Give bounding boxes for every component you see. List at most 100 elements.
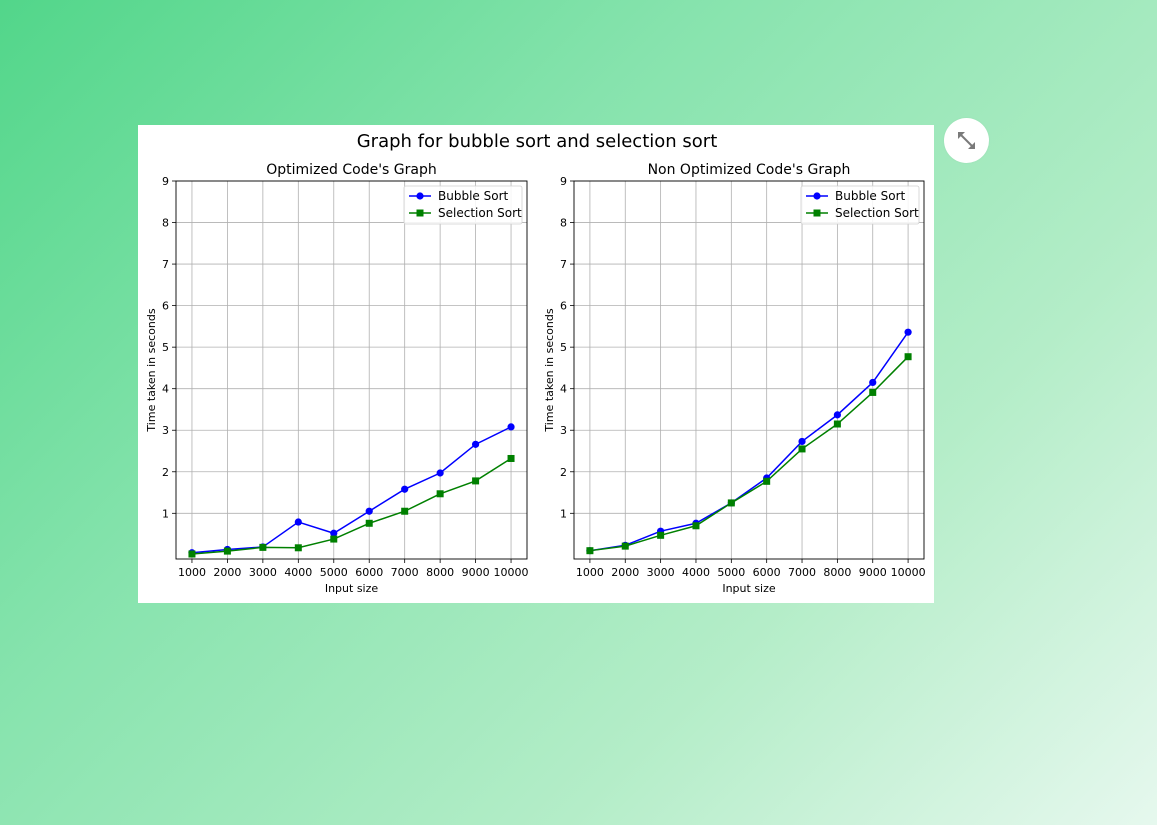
x-tick-label: 2000 — [213, 566, 241, 579]
data-point — [904, 328, 912, 336]
x-tick-label: 5000 — [320, 566, 348, 579]
x-axis-label: Input size — [722, 582, 776, 595]
data-point — [436, 490, 444, 498]
x-tick-label: 6000 — [753, 566, 781, 579]
y-axis-label: Time taken in seconds — [543, 308, 556, 432]
legend-marker — [416, 192, 424, 200]
figure: Graph for bubble sort and selection sort… — [138, 125, 934, 603]
y-tick-label: 5 — [560, 341, 567, 354]
series-line-selection-sort — [589, 356, 909, 552]
x-tick-label: 7000 — [391, 566, 419, 579]
data-point — [869, 378, 877, 387]
data-point — [798, 437, 806, 446]
legend-label: Selection Sort — [835, 206, 919, 220]
y-tick-label: 8 — [560, 217, 567, 230]
legend: Bubble Sort Selection Sort — [800, 185, 920, 225]
y-tick-label: 9 — [560, 175, 567, 188]
data-point — [401, 507, 409, 515]
data-point — [365, 519, 373, 527]
y-tick-label: 2 — [162, 466, 169, 479]
x-tick-label: 1000 — [576, 566, 604, 579]
x-tick-label: 9000 — [462, 566, 490, 579]
y-tick-label: 7 — [162, 258, 169, 271]
y-tick-label: 5 — [162, 341, 169, 354]
series-line-bubble-sort — [589, 331, 909, 552]
x-axis-label: Input size — [325, 582, 379, 595]
data-point — [657, 531, 665, 539]
series-line-selection-sort — [191, 457, 512, 555]
y-tick-label: 6 — [162, 300, 169, 313]
data-point — [330, 529, 338, 537]
data-point — [798, 445, 806, 453]
legend-label: Bubble Sort — [835, 189, 905, 203]
chart-title: Optimized Code's Graph — [266, 162, 437, 178]
series-line-bubble-sort — [191, 426, 512, 554]
legend-marker — [813, 192, 821, 200]
x-tick-label: 4000 — [682, 566, 710, 579]
chart-panel-1: Optimized Code's Graph 1000 2000 3000 4000 50… — [145, 162, 529, 595]
data-point — [904, 353, 912, 361]
x-tick-label: 10000 — [891, 566, 926, 579]
y-tick-label: 1 — [560, 507, 567, 520]
x-tick-label: 3000 — [647, 566, 675, 579]
data-point — [471, 440, 480, 448]
x-tick-label: 6000 — [355, 566, 383, 579]
data-point — [833, 420, 841, 428]
axes-frame — [573, 180, 925, 560]
y-tick-label: 8 — [162, 217, 169, 230]
data-point — [223, 547, 231, 555]
axes-frame — [175, 180, 528, 560]
figure-canvas: Graph for bubble sort and selection sort… — [145, 131, 926, 595]
data-point — [472, 477, 480, 485]
legend-label: Bubble Sort — [438, 189, 508, 203]
y-tick-label: 4 — [560, 383, 567, 396]
data-point — [586, 547, 594, 555]
legend: Bubble Sort Selection Sort — [403, 185, 523, 225]
x-tick-label: 9000 — [859, 566, 887, 579]
data-point — [294, 544, 302, 552]
x-tick-label: 1000 — [178, 566, 206, 579]
data-point — [436, 469, 444, 477]
x-tick-label: 3000 — [249, 566, 277, 579]
data-point — [507, 454, 515, 462]
data-point — [507, 423, 515, 431]
expand-button[interactable] — [944, 118, 989, 163]
y-tick-label: 1 — [162, 507, 169, 520]
data-point — [401, 485, 409, 493]
chart-title: Non Optimized Code's Graph — [648, 162, 851, 178]
data-point — [621, 542, 629, 550]
data-point — [727, 499, 735, 507]
data-point — [692, 522, 700, 530]
y-tick-label: 9 — [162, 175, 169, 188]
x-tick-label: 8000 — [823, 566, 851, 579]
data-point — [763, 477, 771, 485]
y-tick-label: 3 — [162, 424, 169, 437]
legend-marker — [813, 209, 821, 217]
figure-title: Graph for bubble sort and selection sort — [357, 131, 718, 152]
legend-box — [403, 185, 523, 225]
y-tick-label: 4 — [162, 383, 169, 396]
data-point — [259, 543, 267, 551]
y-axis-label: Time taken in seconds — [145, 308, 158, 432]
x-tick-label: 5000 — [717, 566, 745, 579]
data-point — [294, 518, 302, 526]
x-tick-label: 10000 — [494, 566, 529, 579]
x-tick-label: 2000 — [611, 566, 639, 579]
y-tick-label: 7 — [560, 258, 567, 271]
data-point — [833, 411, 841, 419]
y-tick-label: 2 — [560, 466, 567, 479]
x-tick-label: 8000 — [426, 566, 454, 579]
chart-panel-2: Non Optimized Code's Graph 1000 2000 3000 40… — [543, 162, 926, 595]
expand-icon — [958, 132, 975, 149]
data-point — [188, 550, 196, 558]
data-point — [365, 507, 373, 515]
data-point — [869, 388, 877, 396]
data-point — [330, 535, 338, 543]
legend-label: Selection Sort — [438, 206, 522, 220]
legend-box — [800, 185, 920, 225]
x-tick-label: 4000 — [284, 566, 312, 579]
legend-marker — [416, 209, 424, 217]
x-tick-label: 7000 — [788, 566, 816, 579]
y-tick-label: 3 — [560, 424, 567, 437]
y-tick-label: 6 — [560, 300, 567, 313]
